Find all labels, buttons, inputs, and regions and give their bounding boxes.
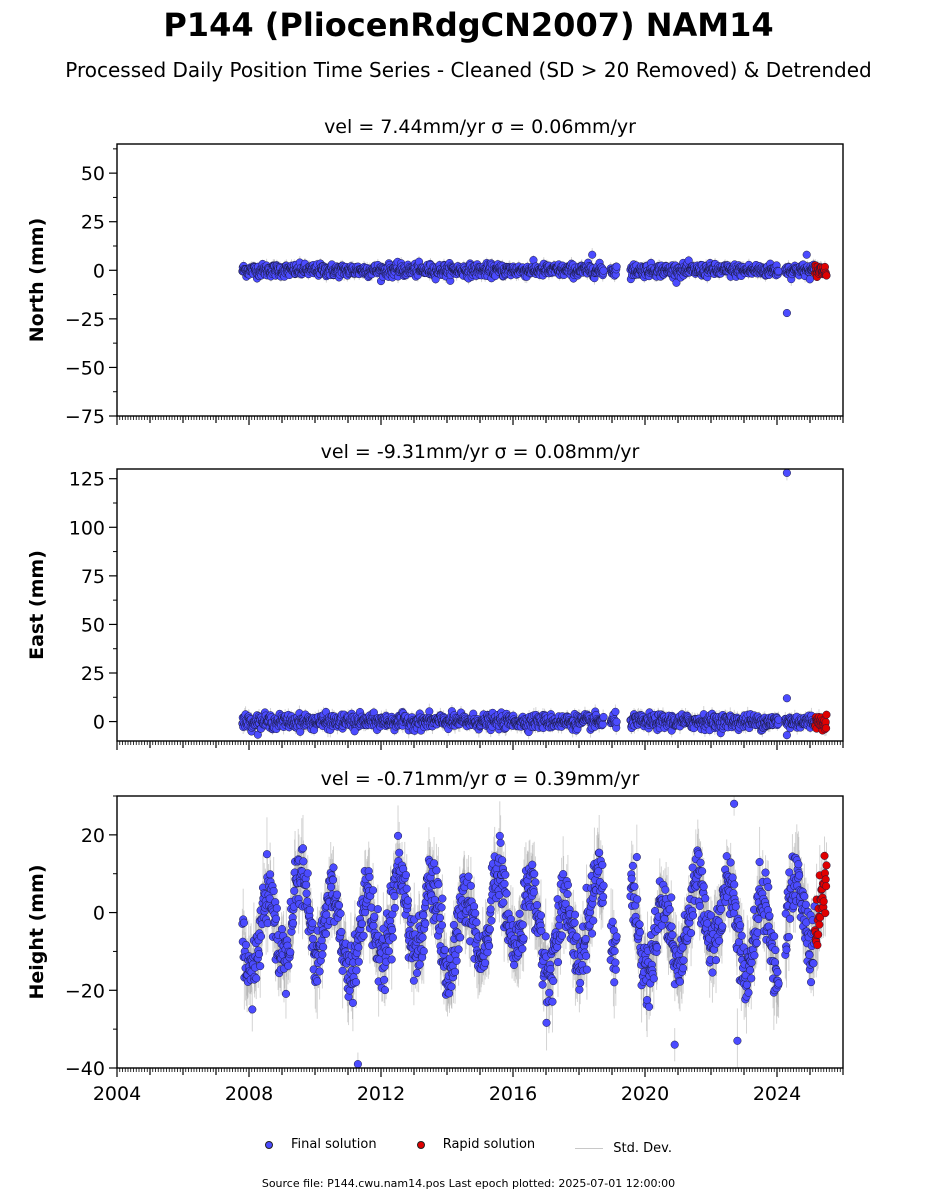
final-point (805, 275, 814, 284)
y-tick-label: 50 (81, 614, 105, 636)
final-points (238, 250, 819, 318)
plots-canvas: vel = 7.44mm/yr σ = 0.06mm/yr North (mm) 5… (26, 116, 844, 1105)
rapid-points (810, 261, 831, 282)
final-point (599, 266, 608, 275)
final-point (782, 308, 791, 318)
y-tick-label: −50 (65, 357, 105, 379)
y-tick-label: −25 (65, 309, 105, 331)
chart-subtitle: Processed Daily Position Time Series - C… (65, 58, 872, 82)
panel-1: vel = 7.44mm/yr σ = 0.06mm/yr North (mm) 5… (26, 116, 844, 428)
y-axis-label: East (mm) (26, 550, 48, 660)
y-tick-label: −75 (65, 406, 105, 428)
plot-frame (116, 143, 844, 417)
y-tick-label: 25 (81, 212, 105, 234)
std-dev-bars (241, 469, 827, 741)
chart-title: P144 (PliocenRdgCN2007) NAM14 (163, 6, 774, 44)
final-point (612, 262, 621, 271)
final-point (802, 250, 811, 259)
panel-2: vel = -9.31mm/yr σ = 0.08mm/yr East (mm) 1… (26, 441, 844, 750)
panel-title: vel = -9.31mm/yr σ = 0.08mm/yr (321, 441, 640, 463)
y-tick-label: 0 (93, 260, 105, 282)
final-points (238, 469, 819, 740)
rapid-point (822, 271, 831, 280)
final-point (588, 250, 597, 259)
y-tick-label: 125 (69, 469, 105, 491)
y-tick-label: 50 (81, 163, 105, 185)
series-area (238, 469, 831, 741)
y-tick-label: 25 (81, 663, 105, 685)
y-tick-label: 100 (69, 517, 105, 539)
panel-title: vel = 7.44mm/yr σ = 0.06mm/yr (324, 116, 636, 138)
final-point (774, 267, 783, 276)
y-tick-label: 75 (81, 566, 105, 588)
y-axis-label: North (mm) (26, 218, 48, 343)
y-tick-label: 0 (93, 712, 105, 734)
series-area (238, 248, 831, 318)
